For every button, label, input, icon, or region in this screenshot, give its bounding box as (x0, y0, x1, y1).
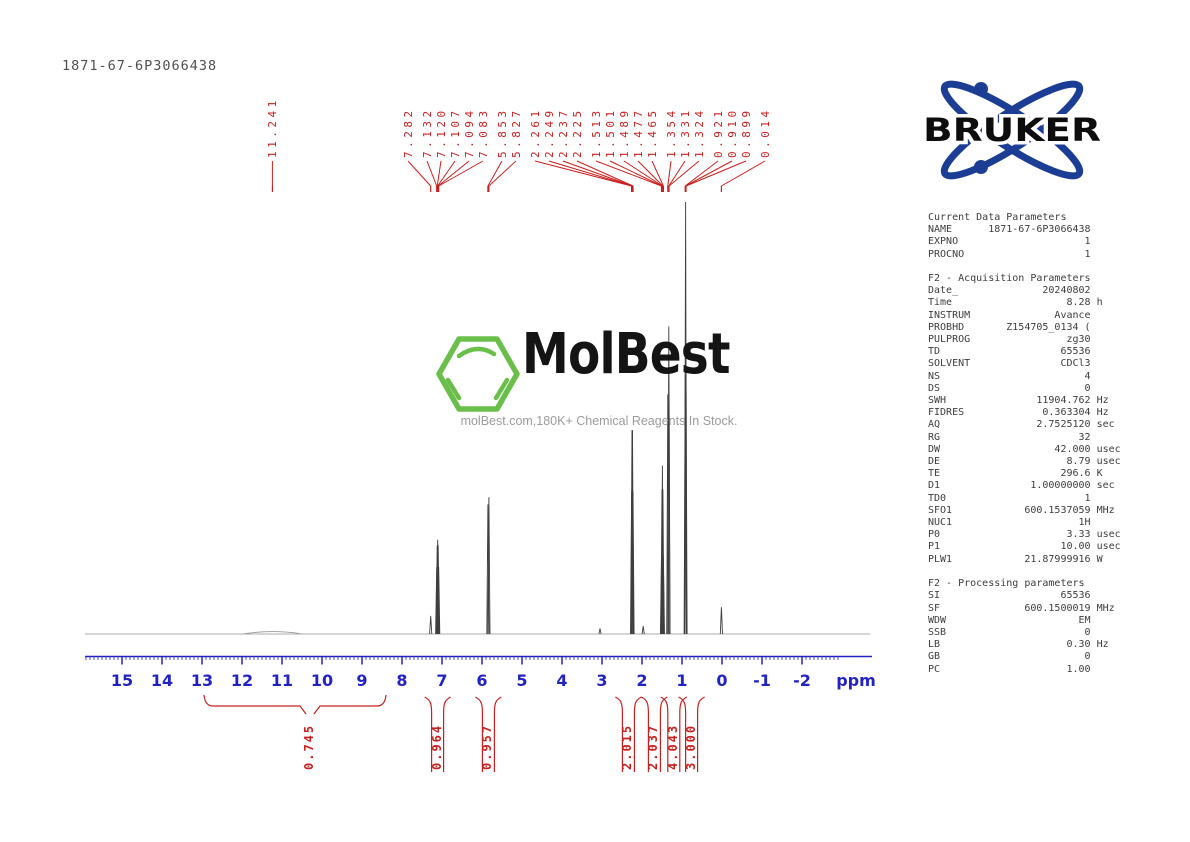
integral-value-label: 4.043 (665, 723, 680, 770)
peak-ppm-label: 1.489 (617, 107, 631, 158)
peak-ppm-label: 7.083 (476, 107, 490, 158)
bruker-ellipses (940, 80, 1084, 180)
peak-ppm-label: 2.261 (528, 107, 542, 158)
axis-tick-label: 15 (110, 671, 134, 690)
axis-tick-label: 14 (150, 671, 174, 690)
peak-ppm-label: 0.899 (739, 107, 753, 158)
axis-tick-label: 11 (270, 671, 294, 690)
axis-tick-label: 1 (676, 671, 688, 690)
molbest-brand-text: MolBest (522, 322, 730, 387)
peak-ppm-label: 0.921 (711, 107, 725, 158)
axis-unit-label: ppm (836, 671, 876, 690)
peak-ppm-label: 5.827 (509, 107, 523, 158)
peak-ppm-label: 1.501 (603, 107, 617, 158)
peak-ppm-label: 7.107 (448, 107, 462, 158)
axis-tick-label: 4 (556, 671, 568, 690)
peak-ppm-label: 1.513 (589, 107, 603, 158)
integral-value-label: 2.037 (646, 723, 661, 770)
axis-tick-label: 9 (356, 671, 368, 690)
peak-ppm-label: 0.014 (758, 107, 772, 158)
bruker-dot-bottom (974, 160, 988, 174)
bruker-dot-top (974, 82, 988, 96)
integral-value-label: 2.015 (620, 723, 635, 770)
peak-ppm-label: 5.853 (495, 107, 509, 158)
parameters-panel: Current Data Parameters NAME 1871-67-6P3… (928, 212, 1121, 675)
peak-ppm-label: 7.094 (462, 107, 476, 158)
peak-ppm-label: 1.331 (678, 107, 692, 158)
peak-ppm-label: 7.132 (420, 107, 434, 158)
axis-tick-label: 7 (436, 671, 448, 690)
integral-value-label: 0.964 (429, 723, 444, 770)
axis-tick-label: 10 (310, 671, 334, 690)
peak-ppm-label: 1.477 (631, 107, 645, 158)
peak-ppm-label: 1.465 (645, 107, 659, 158)
peak-ppm-label: 1.354 (664, 107, 678, 158)
molbest-tagline: molBest.com,180K+ Chemical Reagents In S… (460, 414, 738, 428)
axis-tick-label: 8 (396, 671, 408, 690)
axis-tick-label: 12 (230, 671, 254, 690)
axis-tick-label: 13 (190, 671, 214, 690)
molbest-watermark: MolBest molBest.com,180K+ Chemical Reage… (430, 322, 770, 428)
peak-ppm-label: 11.241 (265, 97, 279, 158)
axis-tick-label: -1 (753, 671, 771, 690)
peak-ppm-label: 2.249 (542, 107, 556, 158)
axis-tick-label: 0 (716, 671, 728, 690)
peak-ppm-label: 7.120 (434, 107, 448, 158)
peak-ppm-label: 2.237 (556, 107, 570, 158)
sample-id: 1871-67-6P3066438 (62, 58, 218, 74)
axis-tick-label: 2 (636, 671, 648, 690)
peak-ppm-label: 7.282 (401, 107, 415, 158)
axis-tick-label: 5 (516, 671, 528, 690)
molbest-hexagon-icon (436, 336, 520, 412)
integral-value-label: 0.745 (302, 723, 316, 770)
axis-tick-label: -2 (793, 671, 811, 690)
integral-value-label: 0.957 (480, 723, 495, 770)
bruker-wordmark: BRUKER (923, 111, 1101, 149)
peak-ppm-label: 2.225 (570, 107, 584, 158)
integral-value-label: 3.000 (683, 723, 698, 770)
axis-tick-label: 3 (596, 671, 608, 690)
peak-ppm-label: 1.324 (692, 107, 706, 158)
bruker-logo: BRUKER (920, 80, 1105, 180)
peak-ppm-label: 0.910 (725, 107, 739, 158)
axis-tick-label: 6 (476, 671, 488, 690)
